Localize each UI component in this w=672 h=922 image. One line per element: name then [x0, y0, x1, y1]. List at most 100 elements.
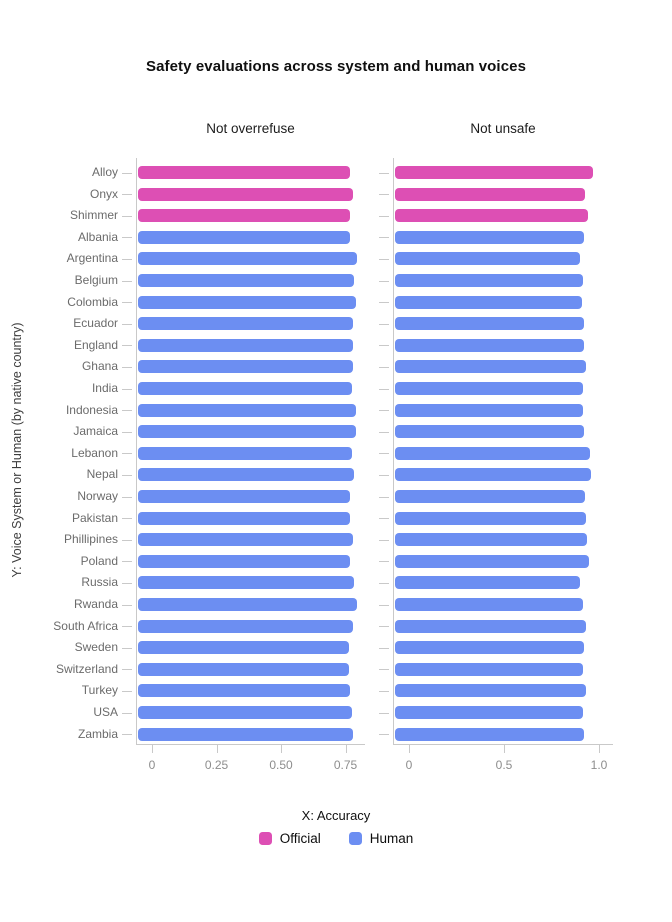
- category-tick-mark: [379, 237, 389, 239]
- category-label: Onyx: [89, 186, 118, 201]
- bar: [395, 295, 582, 309]
- bar: [395, 209, 588, 223]
- bar: [395, 511, 586, 525]
- bar: [395, 317, 584, 331]
- bar: [395, 554, 589, 568]
- category-tick-mark: [122, 734, 132, 736]
- category-tick-mark: [379, 647, 389, 649]
- bar: [395, 446, 590, 460]
- legend-item-human: Human: [348, 831, 413, 846]
- category-tick-mark: [379, 561, 389, 563]
- category-tick-mark: [379, 345, 389, 347]
- category-tick-mark: [122, 410, 132, 412]
- category-tick-mark: [122, 172, 132, 174]
- bar: [138, 252, 357, 266]
- category-label: Belgium: [74, 273, 118, 287]
- panel-header-not-overrefuse: Not overrefuse: [206, 121, 295, 136]
- panel-header-not-unsafe: Not unsafe: [470, 121, 536, 136]
- category-tick-mark: [379, 669, 389, 671]
- category-tick-mark: [379, 194, 389, 196]
- category-tick-mark: [122, 388, 132, 390]
- bar: [395, 403, 583, 417]
- category-label: England: [73, 337, 118, 352]
- x-axis-tick-label: 0: [148, 758, 156, 772]
- bar: [395, 490, 585, 503]
- category-tick-mark: [122, 431, 132, 433]
- bar: [395, 252, 581, 266]
- chart-title: Safety evaluations across system and hum…: [145, 58, 527, 75]
- x-axis-tick-mark: [216, 745, 218, 753]
- official-color-swatch: [258, 832, 272, 845]
- bar: [138, 533, 353, 547]
- category-tick-mark: [122, 712, 132, 714]
- x-axis-tick-mark: [504, 745, 505, 753]
- bar: [395, 684, 586, 698]
- bar: [138, 490, 351, 503]
- bar: [395, 187, 585, 201]
- bar: [138, 684, 351, 698]
- legend-item-official: Official: [258, 831, 321, 846]
- category-tick-mark: [122, 604, 132, 606]
- bar: [138, 403, 356, 417]
- category-tick-mark: [122, 539, 132, 541]
- category-tick-mark: [379, 496, 389, 498]
- category-label: Nepal: [86, 467, 118, 482]
- x-axis-tick-mark: [409, 745, 410, 753]
- category-label: Sweden: [74, 640, 118, 655]
- category-label: Russia: [81, 575, 118, 590]
- bar: [395, 425, 584, 439]
- category-tick-mark: [122, 366, 132, 368]
- bar: [138, 317, 353, 331]
- bar: [395, 641, 584, 655]
- category-tick-mark: [379, 539, 389, 541]
- category-tick-mark: [379, 518, 389, 520]
- category-tick-mark: [122, 215, 132, 217]
- category-tick-mark: [122, 194, 132, 196]
- bar: [395, 619, 586, 633]
- bar: [395, 274, 583, 287]
- bar: [395, 382, 583, 395]
- bar: [138, 554, 351, 568]
- category-tick-mark: [379, 431, 389, 433]
- category-tick-mark: [122, 237, 132, 239]
- bar: [138, 619, 353, 633]
- category-tick-mark: [122, 669, 132, 671]
- x-axis-tick-mark: [281, 745, 282, 753]
- bar: [138, 360, 353, 374]
- category-label: USA: [93, 705, 118, 719]
- category-tick-mark: [379, 690, 389, 692]
- category-label: Alloy: [91, 165, 118, 179]
- x-axis-tick-mark: [345, 745, 347, 753]
- panel-not-unsafe: [393, 158, 613, 745]
- bar: [138, 598, 357, 611]
- bar: [395, 662, 583, 676]
- category-label: Turkey: [81, 683, 118, 698]
- bar: [138, 295, 356, 309]
- category-tick-mark: [122, 561, 132, 563]
- category-tick-mark: [122, 453, 132, 455]
- category-label: Zambia: [77, 726, 118, 741]
- bar: [138, 727, 353, 741]
- panel-not-overrefuse: [136, 158, 365, 745]
- category-label: Indonesia: [65, 402, 118, 417]
- bar: [138, 166, 351, 179]
- category-tick-mark: [122, 690, 132, 692]
- category-label: Ecuador: [73, 316, 118, 331]
- y-axis-label: Y: Voice System or Human (by native coun…: [10, 322, 24, 578]
- human-color-swatch: [348, 832, 362, 845]
- category-tick-mark: [379, 582, 389, 584]
- legend: Official Human: [0, 831, 672, 846]
- bar: [395, 598, 583, 611]
- category-tick-mark: [379, 734, 389, 736]
- category-label: Pakistan: [71, 510, 118, 525]
- category-label: Norway: [77, 489, 118, 503]
- category-tick-mark: [122, 280, 132, 282]
- category-tick-mark: [379, 215, 389, 217]
- x-axis-tick-label: 1.0: [590, 758, 608, 772]
- category-label: India: [91, 381, 118, 395]
- bar: [138, 446, 352, 460]
- bar: [395, 166, 594, 179]
- bar: [138, 187, 353, 201]
- category-tick-mark: [122, 474, 132, 476]
